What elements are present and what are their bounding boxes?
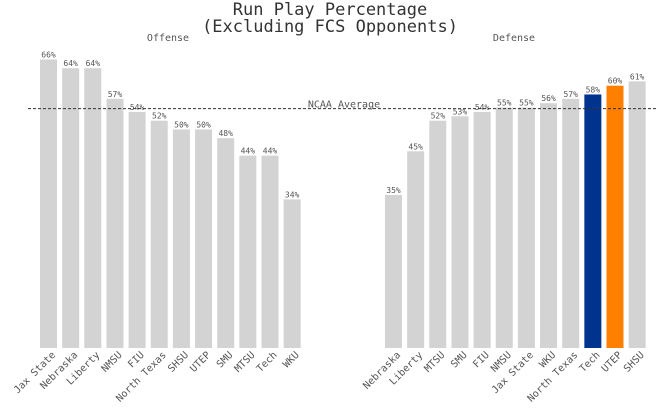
defense-value-label-fiu: 54% xyxy=(475,103,490,112)
defense-bar-nebraska xyxy=(385,195,402,348)
defense-bar-jax-state xyxy=(517,107,535,348)
offense-bars: 66%Jax State64%Nebraska64%Liberty57%NMSU… xyxy=(12,50,302,404)
offense-bar-fiu xyxy=(128,111,146,348)
ncaa-average-label: NCAA Average xyxy=(308,100,380,111)
offense-value-label-nebraska: 64% xyxy=(63,59,78,68)
offense-tick-label-utep: UTEP xyxy=(188,350,213,375)
defense-bar-wku xyxy=(540,103,558,348)
defense-value-label-shsu: 61% xyxy=(630,72,645,81)
defense-value-label-nmsu: 55% xyxy=(497,99,512,108)
defense-bar-liberty xyxy=(407,151,425,348)
defense-bar-fiu xyxy=(473,111,491,348)
offense-value-label-utep: 50% xyxy=(196,120,211,129)
offense-bar-mtsu xyxy=(239,155,257,348)
offense-tick-label-wku: WKU xyxy=(281,350,302,371)
offense-value-label-shsu: 50% xyxy=(174,120,189,129)
offense-tick-label-nmsu: NMSU xyxy=(100,350,125,375)
chart-title-line1: Run Play Percentage xyxy=(233,0,427,20)
defense-bar-smu xyxy=(451,116,469,348)
offense-bar-north-texas xyxy=(150,120,168,348)
defense-bars: 35%Nebraska45%Liberty52%MTSU53%SMU54%FIU… xyxy=(361,72,646,404)
offense-value-label-fiu: 54% xyxy=(130,103,145,112)
defense-value-label-utep: 60% xyxy=(608,77,623,86)
offense-tick-label-tech: Tech xyxy=(255,350,280,375)
defense-tick-label-smu: SMU xyxy=(449,350,470,371)
offense-value-label-wku: 34% xyxy=(285,190,300,199)
defense-value-label-mtsu: 52% xyxy=(431,112,446,121)
defense-value-label-nebraska: 35% xyxy=(386,186,401,195)
offense-value-label-liberty: 64% xyxy=(86,59,101,68)
offense-value-label-nmsu: 57% xyxy=(108,90,123,99)
defense-value-label-jax-state: 55% xyxy=(519,99,534,108)
defense-value-label-north-texas: 57% xyxy=(563,90,578,99)
offense-tick-label-mtsu: MTSU xyxy=(233,350,258,375)
defense-bar-nmsu xyxy=(495,107,513,348)
defense-value-label-smu: 53% xyxy=(453,107,468,116)
defense-bar-tech xyxy=(584,94,602,349)
offense-bar-nmsu xyxy=(106,98,124,348)
offense-bar-jax-state xyxy=(40,59,57,349)
offense-bar-smu xyxy=(217,138,235,348)
offense-bar-utep xyxy=(195,129,213,348)
offense-bar-liberty xyxy=(84,68,102,348)
defense-value-label-tech: 58% xyxy=(586,85,601,94)
offense-value-label-jax-state: 66% xyxy=(41,50,56,59)
offense-subtitle: Offense xyxy=(147,33,189,44)
chart-title-line2: (Excluding FCS Opponents) xyxy=(202,17,458,37)
defense-tick-label-shsu: SHSU xyxy=(622,350,647,375)
offense-value-label-north-texas: 52% xyxy=(152,112,167,121)
offense-value-label-tech: 44% xyxy=(263,147,278,156)
defense-bar-utep xyxy=(606,85,624,349)
defense-bar-shsu xyxy=(628,81,646,348)
defense-subtitle: Defense xyxy=(493,33,535,44)
offense-bar-wku xyxy=(283,199,301,348)
offense-bar-shsu xyxy=(172,129,190,348)
offense-bar-nebraska xyxy=(62,68,80,348)
defense-value-label-liberty: 45% xyxy=(408,142,423,151)
offense-bar-tech xyxy=(261,155,279,348)
defense-tick-label-tech: Tech xyxy=(578,350,603,375)
offense-tick-label-shsu: SHSU xyxy=(166,350,191,375)
defense-value-label-wku: 56% xyxy=(541,94,556,103)
defense-bar-north-texas xyxy=(562,98,580,348)
offense-value-label-mtsu: 44% xyxy=(241,147,256,156)
defense-tick-label-utep: UTEP xyxy=(600,350,625,375)
defense-bar-mtsu xyxy=(429,120,447,348)
offense-value-label-smu: 48% xyxy=(218,129,233,138)
defense-tick-label-mtsu: MTSU xyxy=(423,350,448,375)
